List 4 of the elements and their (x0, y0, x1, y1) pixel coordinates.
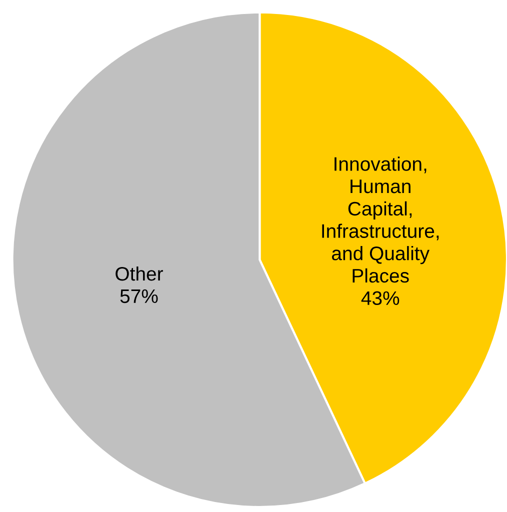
slice-label: Innovation, Human Capital, Infrastructure, and Quality Places (322, 156, 439, 283)
data-label: 43% (361, 291, 400, 306)
data-label: 57% (120, 289, 158, 304)
slice-label: Other (116, 266, 163, 281)
